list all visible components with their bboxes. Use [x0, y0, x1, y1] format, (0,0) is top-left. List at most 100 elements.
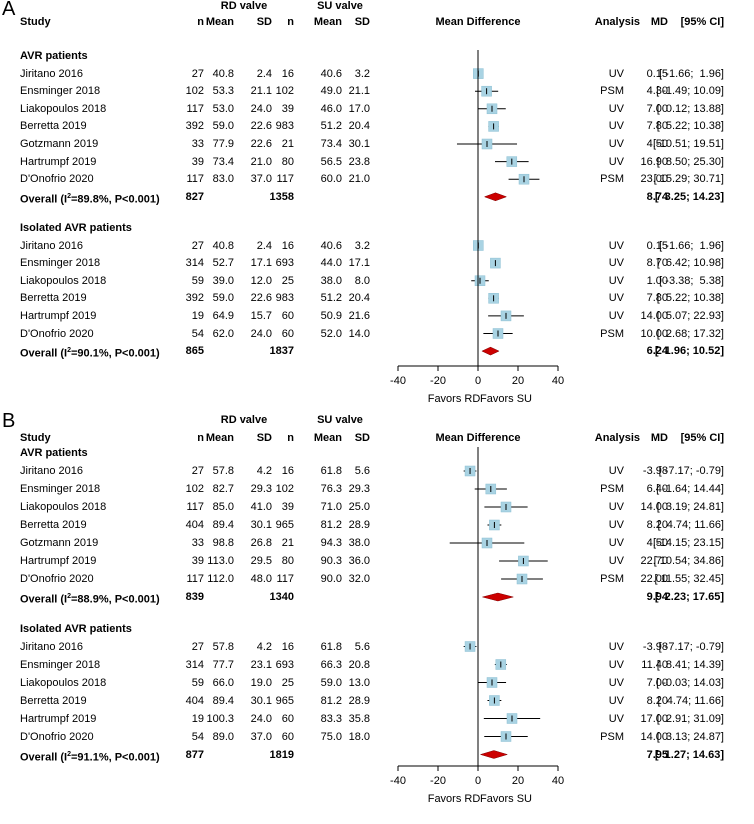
header-mean2: Mean — [313, 432, 342, 444]
rd-sd: 17.1 — [250, 257, 272, 270]
su-n: 16 — [281, 67, 294, 80]
overall-label-prefix: Overall (I — [20, 347, 68, 360]
rd-mean: 83.0 — [212, 173, 234, 186]
su-n: 102 — [275, 483, 294, 495]
x-axis-tick-label: -40 — [390, 375, 406, 387]
ci-value: [ -3.38; 5.38] — [659, 274, 724, 287]
header-n2: n — [287, 16, 294, 28]
rd-n: 27 — [191, 640, 204, 653]
su-mean: 52.0 — [320, 327, 342, 340]
ci-value: [ 3.13; 24.87] — [656, 730, 724, 743]
rd-n: 102 — [185, 85, 204, 98]
study-name: Jiritano 2016 — [20, 640, 83, 653]
rd-sd: 30.1 — [250, 694, 272, 707]
su-n: 16 — [281, 465, 294, 477]
md-value: 8.70 — [646, 257, 668, 270]
md-value: 7.80 — [646, 120, 668, 133]
rd-sd: 23.1 — [250, 658, 272, 671]
su-n: 693 — [275, 658, 294, 671]
su-sd: 23.8 — [348, 155, 370, 168]
study-name: Jiritano 2016 — [20, 239, 83, 252]
su-mean: 81.2 — [320, 519, 342, 531]
analysis-type: PSM — [600, 173, 624, 186]
analysis-type: PSM — [600, 85, 624, 98]
study-name: Berretta 2019 — [20, 120, 87, 133]
su-sd: 5.6 — [354, 465, 370, 477]
md-value: 6.40 — [646, 483, 668, 495]
rd-sd: 37.0 — [250, 173, 272, 186]
su-sd: 30.1 — [348, 138, 370, 150]
overall-label-superscript: 2 — [67, 192, 71, 200]
header-n1: n — [197, 16, 204, 28]
overall-su-n: 1819 — [269, 748, 294, 761]
overall-label-superscript: 2 — [67, 750, 71, 758]
su-n: 983 — [275, 120, 294, 133]
su-n: 60 — [281, 309, 294, 322]
ci-value: [ -1.49; 10.09] — [656, 85, 724, 98]
md-value: 10.00 — [640, 327, 668, 340]
study-name: Hartrumpf 2019 — [20, 712, 97, 725]
header-sd1: SD — [256, 16, 272, 28]
x-axis-tick-label: 40 — [552, 375, 564, 387]
header-study: Study — [20, 16, 51, 28]
study-name: Berretta 2019 — [20, 694, 87, 707]
rd-mean: 40.8 — [212, 239, 234, 252]
analysis-type: PSM — [600, 327, 624, 340]
header-plot: Mean Difference — [435, 16, 521, 28]
md-value: 16.90 — [640, 155, 668, 168]
overall-label: Overall (I2=90.1%, P<0.001) — [20, 344, 160, 361]
ci-value: [ 10.54; 34.86] — [653, 555, 724, 567]
su-sd: 29.3 — [348, 483, 370, 495]
rd-sd: 41.0 — [250, 501, 272, 513]
ci-value: [-14.15; 23.15] — [653, 537, 724, 549]
subgroup-title: AVR patients — [20, 447, 88, 459]
md-value: 7.80 — [646, 292, 668, 305]
analysis-type: UV — [608, 640, 624, 653]
analysis-type: PSM — [600, 730, 624, 743]
su-sd: 18.0 — [348, 730, 370, 743]
rd-n: 117 — [186, 102, 204, 115]
su-sd: 3.2 — [354, 67, 370, 80]
analysis-type: UV — [608, 67, 624, 80]
rd-sd: 24.0 — [250, 102, 272, 115]
rd-sd: 24.0 — [250, 712, 272, 725]
forest-plot-svg: -40 -20 0 20 40 — [390, 447, 564, 787]
x-axis-tick-label: 0 — [475, 775, 481, 787]
rd-n: 33 — [191, 138, 204, 150]
rd-mean: 39.0 — [212, 274, 234, 287]
subgroup-title: AVR patients — [20, 50, 88, 62]
su-mean: 83.3 — [320, 712, 342, 725]
header-mean1: Mean — [205, 432, 234, 444]
x-axis-tick-label: 0 — [475, 375, 481, 387]
su-sd: 21.6 — [348, 309, 370, 322]
md-value: 14.00 — [640, 309, 668, 322]
rd-sd: 22.6 — [250, 120, 272, 133]
header-n1: n — [197, 432, 204, 444]
md-value: 8.20 — [646, 519, 668, 531]
rd-n: 314 — [185, 257, 204, 270]
study-name: D'Onofrio 2020 — [20, 573, 94, 585]
rd-sd: 48.0 — [250, 573, 272, 585]
analysis-type: UV — [608, 309, 624, 322]
rd-sd: 21.1 — [250, 85, 272, 98]
su-mean: 51.2 — [320, 292, 342, 305]
overall-rd-n: 827 — [185, 190, 204, 203]
study-name: Ensminger 2018 — [20, 85, 101, 98]
ci-value: [ 4.74; 11.66] — [657, 694, 724, 707]
favors-left-label: Favors RD — [427, 793, 481, 805]
su-mean: 76.3 — [320, 483, 342, 495]
analysis-type: UV — [608, 658, 624, 671]
rd-n: 54 — [191, 327, 204, 340]
study-name: Liakopoulos 2018 — [20, 274, 107, 287]
ci-value: [ 5.22; 10.38] — [656, 292, 724, 305]
su-mean: 90.3 — [320, 555, 342, 567]
favors-right-label: Favors SU — [480, 393, 532, 405]
su-sd: 5.6 — [354, 640, 370, 653]
header-group1: RD valve — [220, 0, 268, 12]
rd-sd: 30.1 — [250, 519, 272, 531]
overall-label-suffix: =89.8%, P<0.001) — [70, 193, 160, 206]
rd-n: 19 — [191, 712, 204, 725]
rd-mean: 89.4 — [212, 519, 234, 531]
overall-diamond — [479, 750, 509, 759]
md-value: 22.70 — [640, 555, 668, 567]
